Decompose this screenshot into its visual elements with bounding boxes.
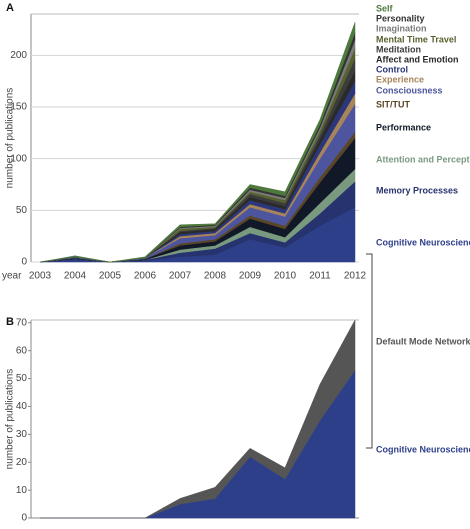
y-tick-label: 40 (16, 401, 28, 412)
y-tick-label: 0 (21, 513, 27, 524)
y-tick-label: 50 (16, 373, 28, 384)
x-tick-label: 2012 (344, 271, 367, 282)
legend-label: Cognitive Neuroscience (376, 444, 470, 454)
x-tick-label: 2007 (169, 271, 192, 282)
area (39, 22, 356, 263)
panel-label: B (6, 316, 14, 328)
x-tick-label: 2011 (309, 271, 331, 282)
legend-label: Control (376, 64, 408, 74)
y-tick-label: 60 (16, 345, 28, 356)
y-tick-label: 30 (16, 429, 28, 440)
area (40, 319, 356, 519)
legend-label: Performance (376, 122, 431, 132)
y-tick-label: 20 (16, 457, 28, 468)
y-tick-label: 200 (10, 50, 27, 61)
y-tick-label: 100 (10, 153, 27, 164)
legend-label: Memory Processes (376, 185, 458, 195)
legend-label: Experience (376, 74, 424, 84)
legend-label: Consciousness (376, 85, 443, 95)
legend-label: Default Mode Network (376, 336, 470, 346)
x-tick-label: 2005 (99, 271, 122, 282)
x-tick-label: 2003 (29, 271, 52, 282)
y-tick-label: 0 (21, 257, 27, 268)
legend-label: Self (376, 3, 394, 13)
panel-label: A (6, 2, 14, 14)
legend-label: Cognitive Neuroscience (376, 237, 470, 247)
y-tick-label: 10 (16, 485, 28, 496)
bracket-line (366, 253, 373, 449)
x-tick-label: 2006 (134, 271, 157, 282)
x-axis-label: year (2, 271, 22, 282)
legend-label: Affect and Emotion (376, 54, 459, 64)
legend-label: Imagination (376, 23, 427, 33)
bracket (366, 253, 373, 449)
x-tick-label: 2010 (274, 271, 297, 282)
legend-label: Mental Time Travel (376, 34, 456, 44)
x-tick-label: 2004 (64, 271, 87, 282)
y-tick-label: 150 (10, 102, 27, 113)
y-axis-label: number of publications (5, 88, 16, 189)
y-axis-label: number of publications (5, 369, 16, 470)
legend-label: SIT/TUT (376, 99, 410, 109)
x-tick-label: 2008 (204, 271, 227, 282)
y-tick-label: 70 (16, 317, 28, 328)
legend-label: Attention and Perception (376, 154, 470, 164)
legend-label: Meditation (376, 44, 421, 54)
legend-label: Personality (376, 13, 425, 23)
y-tick-label: 50 (16, 205, 28, 216)
x-tick-label: 2009 (239, 271, 262, 282)
